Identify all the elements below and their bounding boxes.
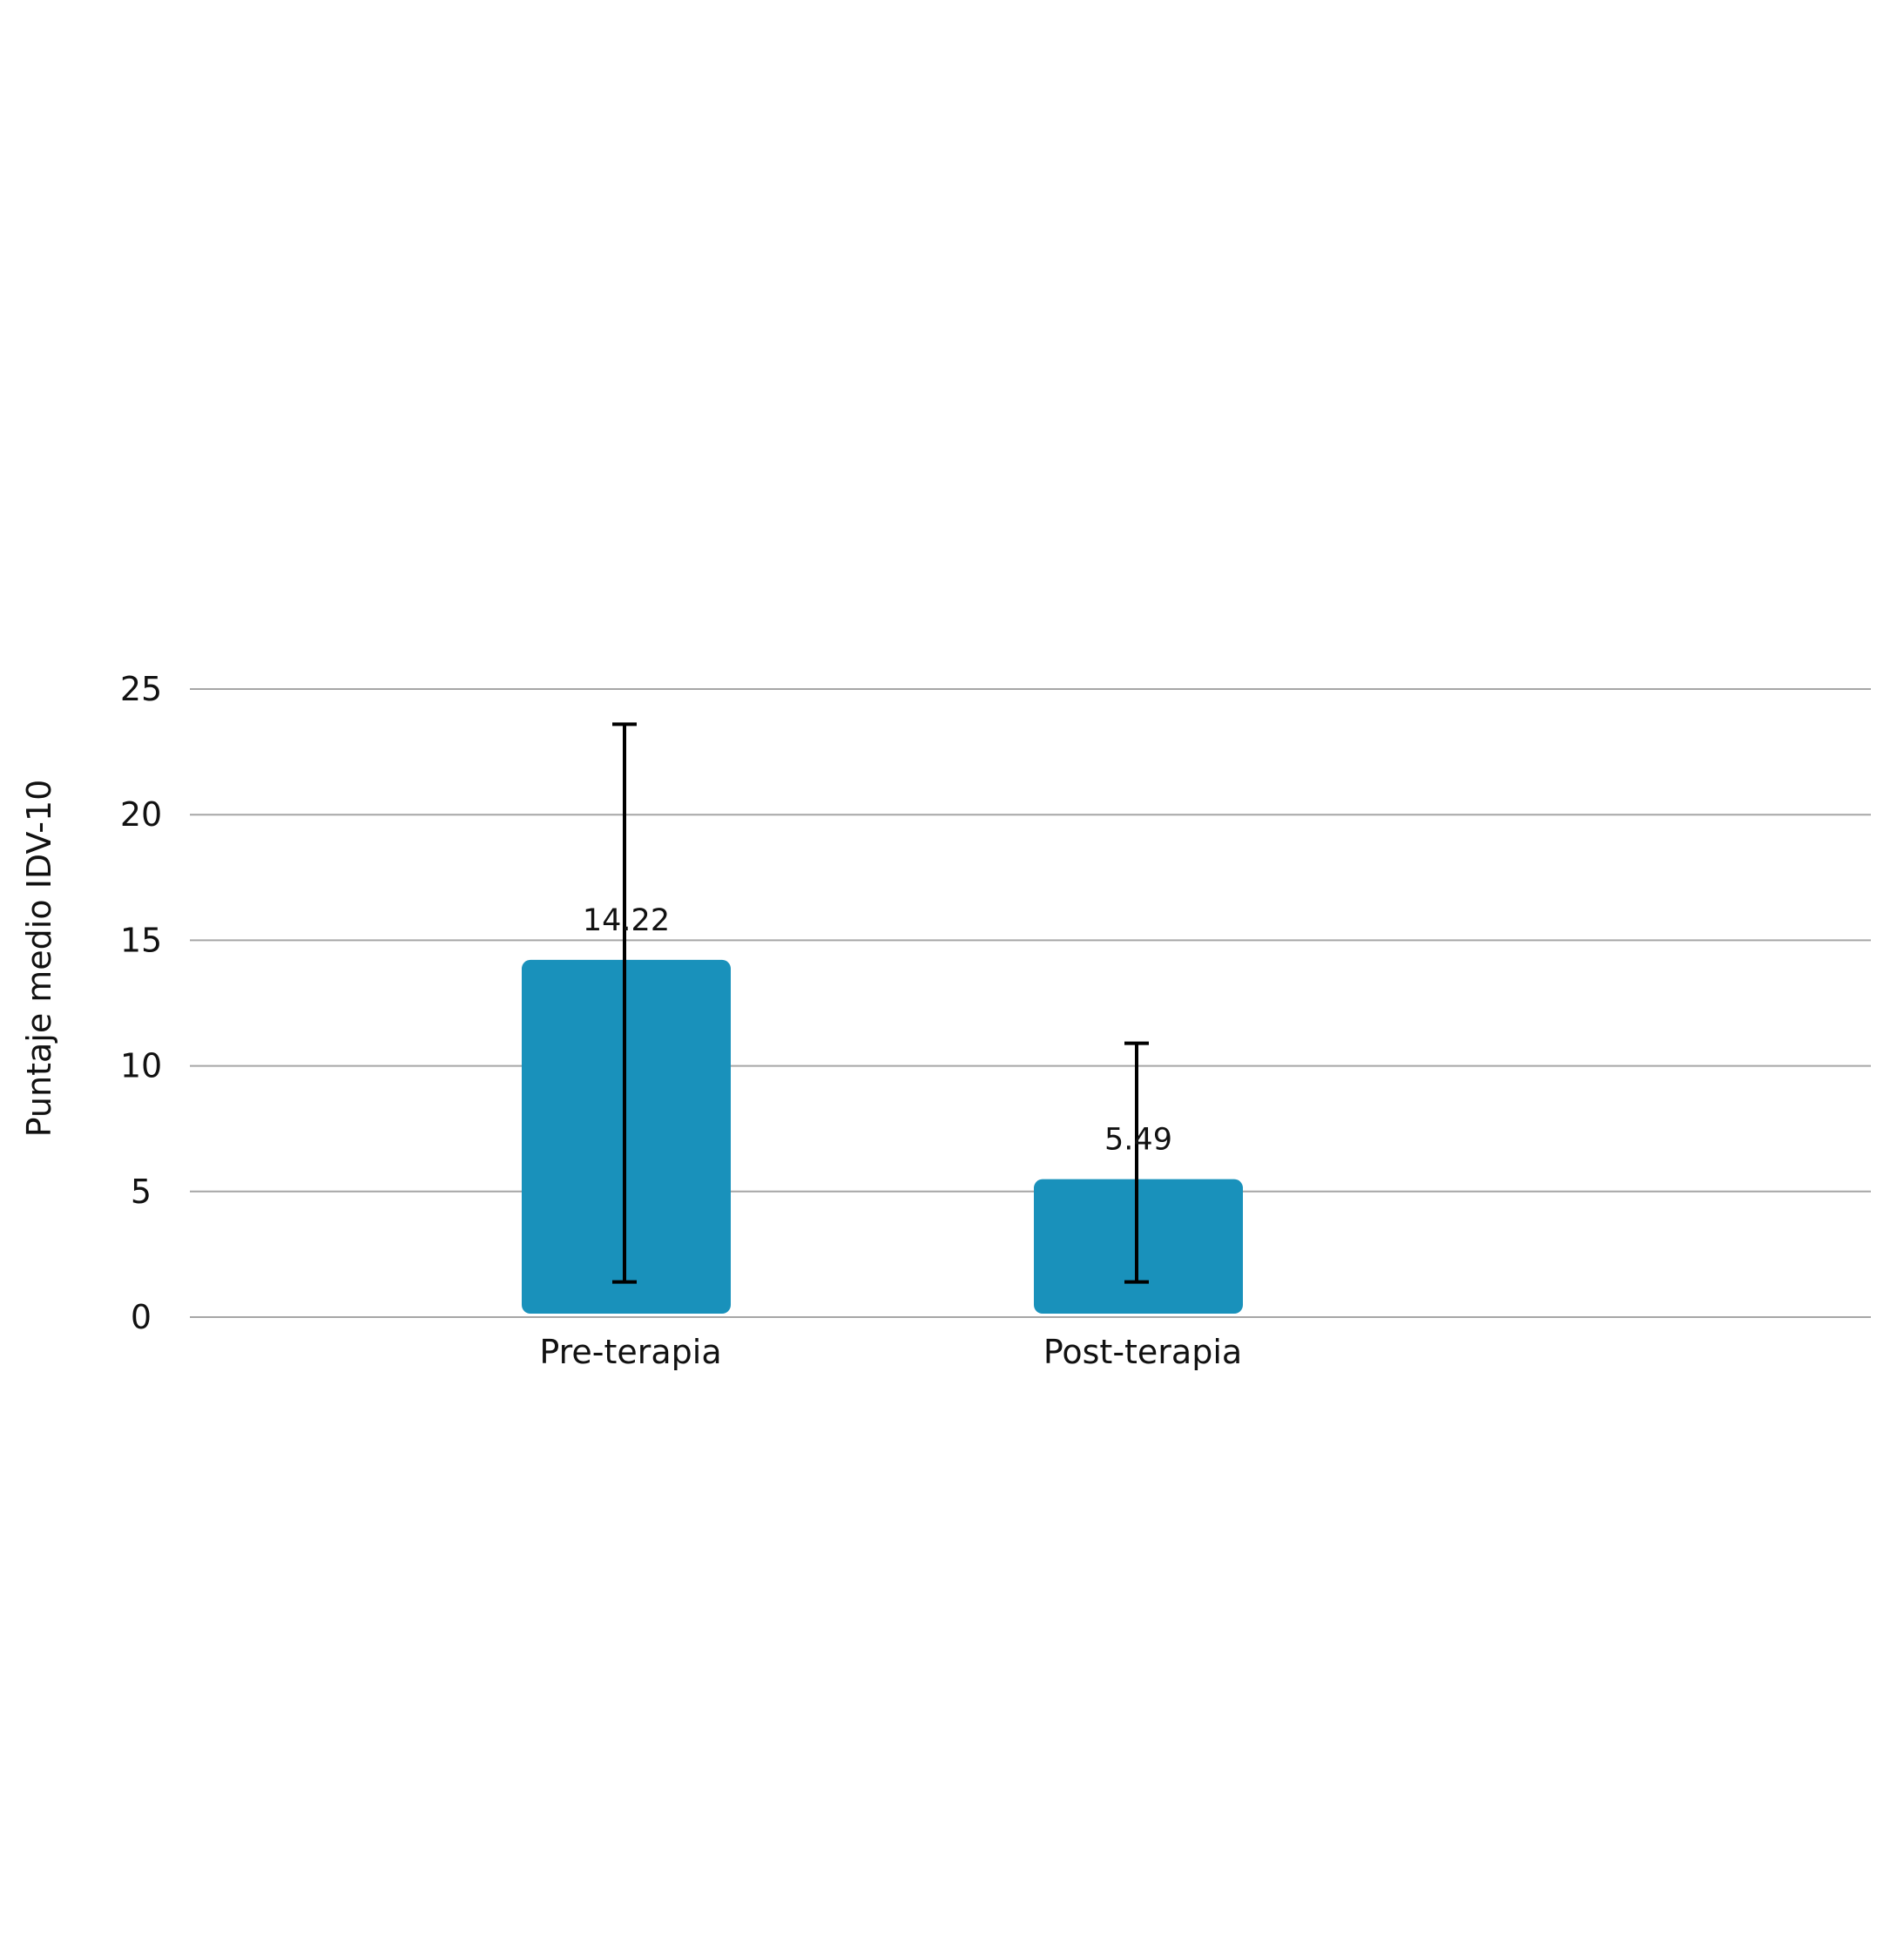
data-label: 14.22 xyxy=(583,903,670,938)
y-tick-label: 25 xyxy=(120,670,162,708)
y-axis-label: Puntaje medio IDV-10 xyxy=(20,780,58,1138)
data-label: 5.49 xyxy=(1104,1123,1172,1158)
y-tick-label: 5 xyxy=(131,1173,152,1211)
x-axis-categories: Pre-terapia Post-terapia xyxy=(539,1333,1242,1371)
y-tick-label: 0 xyxy=(131,1298,152,1336)
y-tick-label: 20 xyxy=(120,795,162,834)
y-tick-label: 15 xyxy=(120,921,162,959)
data-labels: 14.22 5.49 xyxy=(583,903,1172,1158)
gridlines xyxy=(190,688,1871,1318)
x-category-label: Pre-terapia xyxy=(539,1333,721,1371)
x-category-label: Post-terapia xyxy=(1043,1333,1242,1371)
y-axis-ticks: 0 5 10 15 20 25 xyxy=(120,670,162,1336)
y-tick-label: 10 xyxy=(120,1047,162,1085)
error-bars xyxy=(612,722,1149,1284)
